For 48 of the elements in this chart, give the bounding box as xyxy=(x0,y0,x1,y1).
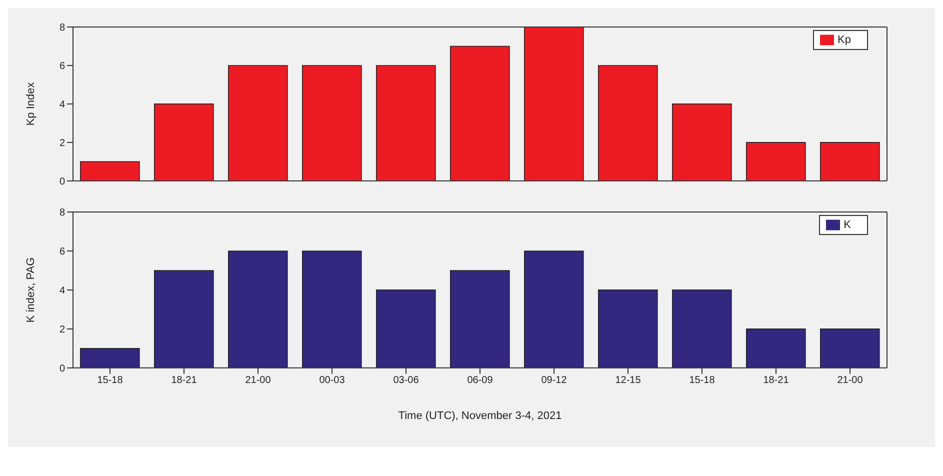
y-tick-label: 6 xyxy=(59,246,66,258)
bar xyxy=(80,161,140,181)
x-tick-label: 21-00 xyxy=(245,375,272,386)
x-tick-label: 21-00 xyxy=(837,375,864,386)
x-tick-label: 18-21 xyxy=(171,375,198,386)
x-tick-label: 18-21 xyxy=(763,375,790,386)
bar xyxy=(228,65,288,181)
y-tick-label: 8 xyxy=(59,208,66,219)
bar xyxy=(376,65,436,181)
x-tick-label: 15-18 xyxy=(97,375,124,386)
bar xyxy=(746,328,806,368)
y-tick-label: 4 xyxy=(59,100,66,111)
bar xyxy=(598,290,658,368)
bar xyxy=(376,290,436,368)
x-tick-label: 00-03 xyxy=(319,375,346,386)
y-tick-label: 2 xyxy=(59,138,66,149)
bar xyxy=(154,104,214,181)
x-tick-label: 06-09 xyxy=(467,375,494,386)
bar xyxy=(450,46,510,181)
bar xyxy=(80,348,140,368)
x-axis-title: Time (UTC), November 3-4, 2021 xyxy=(398,410,562,422)
bar xyxy=(302,250,362,368)
legend-label: K xyxy=(844,219,851,231)
x-tick-label: 09-12 xyxy=(541,375,568,386)
y-tick-label: 4 xyxy=(59,286,66,297)
bar xyxy=(672,290,732,368)
bar xyxy=(154,270,214,368)
y-tick-label: 0 xyxy=(59,176,66,188)
legend-label: Kp xyxy=(838,34,851,46)
bar xyxy=(598,65,658,181)
y-tick-label: 2 xyxy=(59,324,66,336)
x-tick-label: 12-15 xyxy=(615,375,642,386)
y-axis-title: Kp Index xyxy=(24,82,37,126)
bar xyxy=(524,27,584,181)
bar xyxy=(820,328,880,368)
bar xyxy=(672,104,732,181)
y-tick-label: 8 xyxy=(59,22,66,34)
bar xyxy=(302,65,362,181)
y-tick-label: 0 xyxy=(59,363,66,374)
bar xyxy=(524,250,584,368)
bar xyxy=(450,270,510,368)
y-tick-label: 6 xyxy=(59,61,66,72)
bar xyxy=(228,250,288,368)
x-tick-label: 03-06 xyxy=(393,375,420,386)
y-axis-title: K index, PAG xyxy=(24,257,37,323)
bar xyxy=(820,142,880,181)
bar xyxy=(746,142,806,181)
x-tick-label: 15-18 xyxy=(689,375,716,386)
